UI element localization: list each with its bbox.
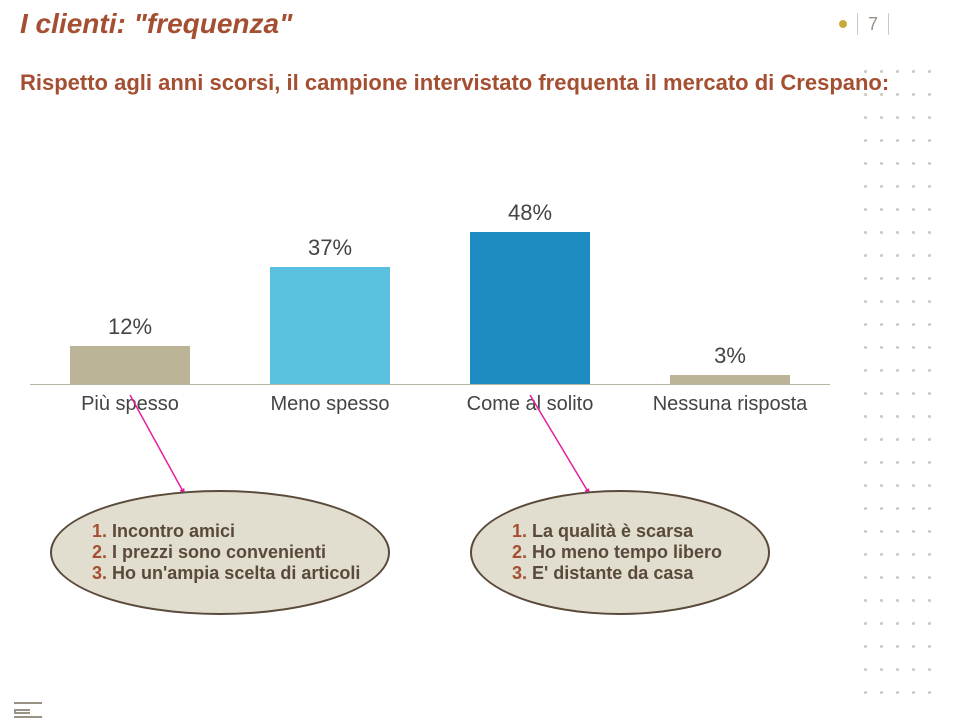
page-number: 7 [868, 14, 878, 35]
page-number-box: 7 [839, 13, 889, 35]
bar-value-label: 12% [108, 314, 152, 340]
callout-line: 1. La qualità è scarsa [512, 521, 768, 542]
callout-right: 1. La qualità è scarsa2. Ho meno tempo l… [470, 490, 770, 615]
x-label: Come al solito [430, 393, 630, 416]
callout-number: 3. [92, 563, 107, 583]
bar-3: 3% [630, 155, 830, 384]
bar-0: 12% [30, 155, 230, 384]
callout-line: 3. Ho un'ampia scelta di articoli [92, 563, 388, 584]
bar-1: 37% [230, 155, 430, 384]
x-label: Nessuna risposta [630, 393, 830, 416]
header-row: I clienti: "frequenza" 7 [0, 0, 959, 40]
bar-rect [70, 346, 190, 384]
callout-line: 1. Incontro amici [92, 521, 388, 542]
callout-line: 2. Ho meno tempo libero [512, 542, 768, 563]
bar-rect [470, 232, 590, 384]
x-label: Più spesso [30, 393, 230, 416]
bar-rect [670, 375, 790, 385]
callout-text: Incontro amici [107, 521, 235, 541]
bar-value-label: 48% [508, 200, 552, 226]
callout-text: La qualità è scarsa [527, 521, 693, 541]
callout-text: Ho meno tempo libero [527, 542, 722, 562]
callout-number: 1. [512, 521, 527, 541]
callout-left: 1. Incontro amici2. I prezzi sono conven… [50, 490, 390, 615]
subtitle: Rispetto agli anni scorsi, il campione i… [0, 40, 959, 96]
callout-text: I prezzi sono convenienti [107, 542, 326, 562]
divider [888, 13, 889, 35]
bar-value-label: 3% [714, 343, 746, 369]
callout-number: 2. [92, 542, 107, 562]
x-label: Meno spesso [230, 393, 430, 416]
callout-text: E' distante da casa [527, 563, 693, 583]
page-title: I clienti: "frequenza" [20, 8, 292, 40]
callout-text: Ho un'ampia scelta di articoli [107, 563, 360, 583]
bar-value-label: 37% [308, 235, 352, 261]
callout-number: 3. [512, 563, 527, 583]
bullet-icon [839, 20, 847, 28]
callout-number: 2. [512, 542, 527, 562]
footer-logo-mark [14, 702, 42, 718]
bar-chart: 12% 37% 48% 3% Più spessoMeno spessoCome al… [30, 155, 830, 435]
callout-number: 1. [92, 521, 107, 541]
divider [857, 13, 858, 35]
chart-x-labels: Più spessoMeno spessoCome al solitoNessu… [30, 393, 830, 416]
callout-line: 2. I prezzi sono convenienti [92, 542, 388, 563]
callouts-container: 1. Incontro amici2. I prezzi sono conven… [30, 490, 860, 660]
decorative-dot-grid [857, 70, 937, 694]
bar-rect [270, 267, 390, 384]
bar-2: 48% [430, 155, 630, 384]
callout-line: 3. E' distante da casa [512, 563, 768, 584]
chart-plot-area: 12% 37% 48% 3% [30, 155, 830, 385]
